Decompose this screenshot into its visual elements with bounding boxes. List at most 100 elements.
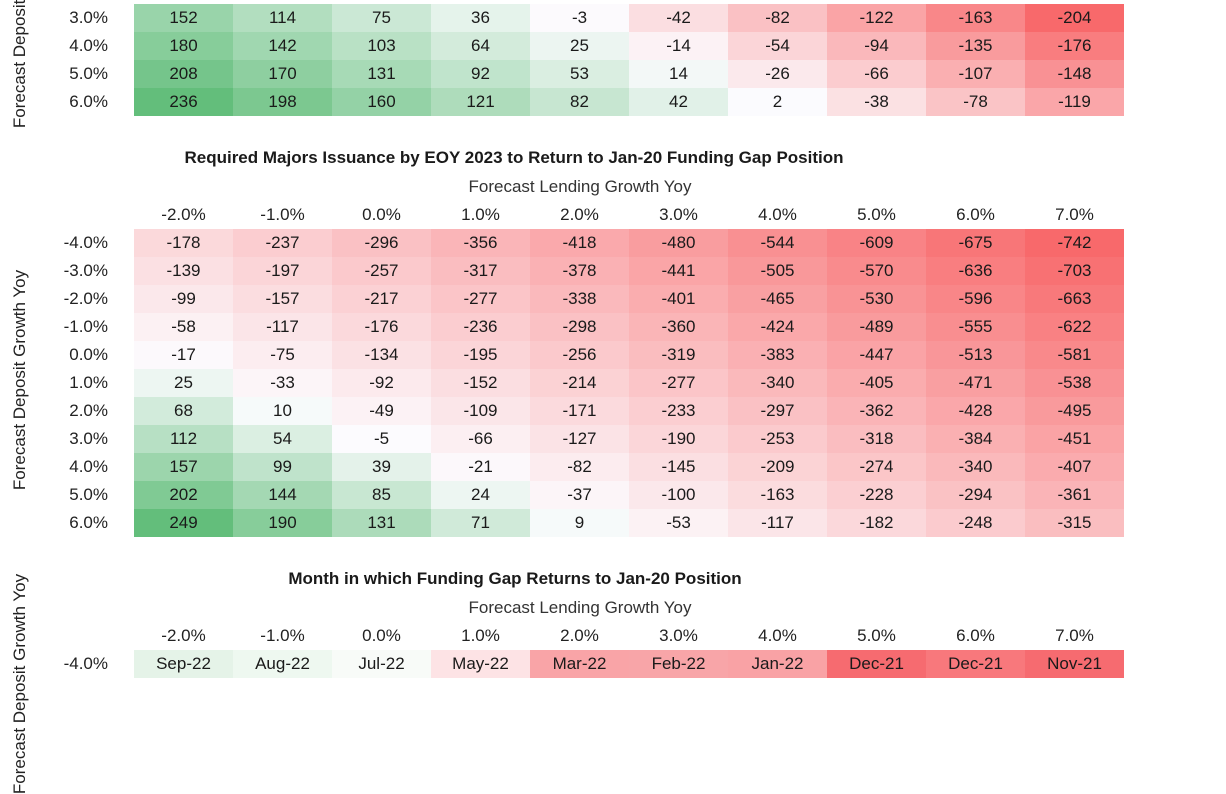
heatmap-cell: 75	[332, 4, 431, 32]
heatmap-cell: -190	[629, 425, 728, 453]
heatmap-cell: 53	[530, 60, 629, 88]
heatmap-cell: -49	[332, 397, 431, 425]
heatmap-cell: -14	[629, 32, 728, 60]
heatmap-cell: 71	[431, 509, 530, 537]
column-header: 3.0%	[659, 205, 698, 224]
heatmap-cell: 68	[134, 397, 233, 425]
row-header: -4.0%	[63, 233, 108, 252]
heatmap-cell: -53	[629, 509, 728, 537]
heatmap-cell: -139	[134, 257, 233, 285]
heatmap-cell: -209	[728, 453, 827, 481]
heatmap-cell: -318	[827, 425, 926, 453]
row-header: -3.0%	[63, 261, 108, 280]
heatmap-cell: -319	[629, 341, 728, 369]
heatmap-cell: 25	[134, 369, 233, 397]
heatmap-cell: 25	[530, 32, 629, 60]
heatmap-cell: -294	[926, 481, 1025, 509]
heatmap-cell: 24	[431, 481, 530, 509]
heatmap-cell: -237	[233, 229, 332, 257]
heatmap-cell: -257	[332, 257, 431, 285]
heatmap-cell: -42	[629, 4, 728, 32]
heatmap-cell: -58	[134, 313, 233, 341]
heatmap-cell: 198	[233, 88, 332, 116]
heatmap-cell: -489	[827, 313, 926, 341]
heatmap-cell: 99	[233, 453, 332, 481]
heatmap-cell: -405	[827, 369, 926, 397]
heatmap-cell: -127	[530, 425, 629, 453]
heatmap-cell: 42	[629, 88, 728, 116]
heatmap-cell: 160	[332, 88, 431, 116]
heatmap-cell: 190	[233, 509, 332, 537]
heatmap-cell: -17	[134, 341, 233, 369]
y-axis-title: Forecast Deposit Growth Yoy	[10, 573, 29, 794]
heatmap-cell: -92	[332, 369, 431, 397]
heatmap-cell: -66	[431, 425, 530, 453]
heatmap-cell: 249	[134, 509, 233, 537]
column-header: 6.0%	[956, 205, 995, 224]
row-header: 1.0%	[69, 373, 108, 392]
heatmap-cell: 152	[134, 4, 233, 32]
heatmap-cell: -163	[926, 4, 1025, 32]
heatmap-cell: -107	[926, 60, 1025, 88]
heatmap-cell: -135	[926, 32, 1025, 60]
heatmap-cell: -163	[728, 481, 827, 509]
row-header: 3.0%	[69, 429, 108, 448]
heatmap-cell: 131	[332, 60, 431, 88]
heatmap-cell: -38	[827, 88, 926, 116]
column-header: -1.0%	[260, 205, 305, 224]
heatmap-cell: -609	[827, 229, 926, 257]
heatmap-cell: -362	[827, 397, 926, 425]
y-axis-title: Forecast Deposit Growth Yoy	[10, 269, 29, 491]
heatmap-cell: -317	[431, 257, 530, 285]
heatmap-cell: -441	[629, 257, 728, 285]
heatmap-cell: -340	[926, 453, 1025, 481]
heatmap-cell: -119	[1025, 88, 1124, 116]
column-header: 2.0%	[560, 626, 599, 645]
heatmap-cell: -360	[629, 313, 728, 341]
column-header: 5.0%	[857, 626, 896, 645]
heatmap-cell: -3	[530, 4, 629, 32]
heatmap-cell: -99	[134, 285, 233, 313]
column-header: 1.0%	[461, 205, 500, 224]
heatmap-cell: -361	[1025, 481, 1124, 509]
heatmap-cell: -82	[728, 4, 827, 32]
column-header: 3.0%	[659, 626, 698, 645]
heatmap-cell: 131	[332, 509, 431, 537]
heatmap-cell: -253	[728, 425, 827, 453]
heatmap-cell: -703	[1025, 257, 1124, 285]
heatmap-cell: 82	[530, 88, 629, 116]
heatmap-cell: -182	[827, 509, 926, 537]
heatmap-cell: -338	[530, 285, 629, 313]
heatmap-cell: -480	[629, 229, 728, 257]
heatmap-cell: -274	[827, 453, 926, 481]
row-header: 6.0%	[69, 92, 108, 111]
column-header: 0.0%	[362, 205, 401, 224]
heatmap-cell: -471	[926, 369, 1025, 397]
heatmap-cell: -513	[926, 341, 1025, 369]
heatmap-cell: -217	[332, 285, 431, 313]
row-header: 0.0%	[69, 345, 108, 364]
heatmap-cell: -538	[1025, 369, 1124, 397]
heatmap-cell: -742	[1025, 229, 1124, 257]
heatmap-cell: 103	[332, 32, 431, 60]
heatmap-cell: -152	[431, 369, 530, 397]
heatmap-cell: -21	[431, 453, 530, 481]
heatmap-cell: 14	[629, 60, 728, 88]
heatmap-cell: -570	[827, 257, 926, 285]
heatmap-cell: -145	[629, 453, 728, 481]
heatmap-cell: -407	[1025, 453, 1124, 481]
heatmap-cell: -33	[233, 369, 332, 397]
heatmap-cell: 85	[332, 481, 431, 509]
column-header: -2.0%	[161, 626, 206, 645]
row-header: 4.0%	[69, 457, 108, 476]
heatmap-cell: -134	[332, 341, 431, 369]
heatmap-cell: -148	[1025, 60, 1124, 88]
heatmap-cell: 202	[134, 481, 233, 509]
heatmap-cell: -236	[431, 313, 530, 341]
heatmap-cell: -340	[728, 369, 827, 397]
column-header: 6.0%	[956, 626, 995, 645]
heatmap-cell: -356	[431, 229, 530, 257]
heatmap-cell: 112	[134, 425, 233, 453]
row-header: -1.0%	[63, 317, 108, 336]
heatmap-cell: Feb-22	[629, 650, 728, 678]
